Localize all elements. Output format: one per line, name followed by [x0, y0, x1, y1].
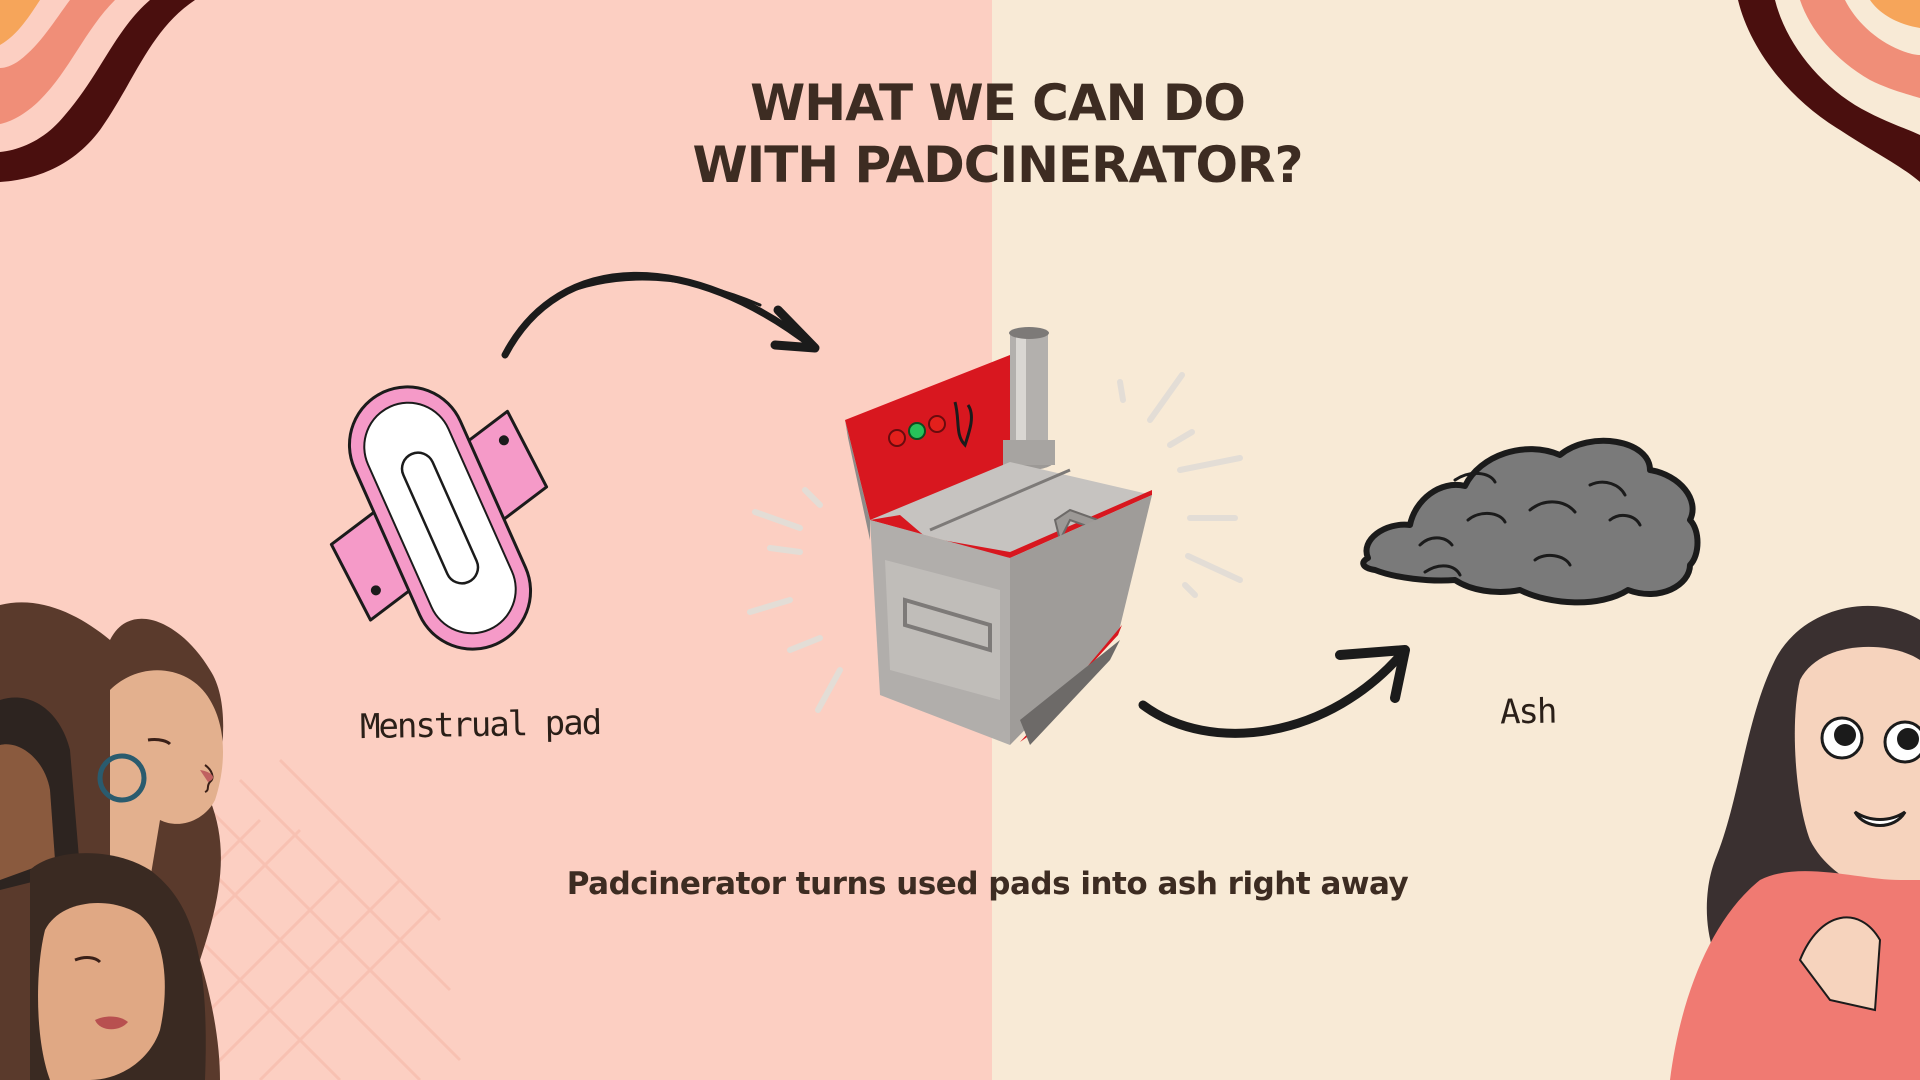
- girl-illustration: [1670, 605, 1920, 1080]
- curved-arrow-icon: [501, 271, 820, 359]
- women-illustration: [0, 602, 224, 1080]
- menstrual-pad-caption: Menstrual pad: [359, 702, 601, 748]
- menstrual-pad-icon: [329, 385, 549, 651]
- ash-caption: Ash: [1499, 691, 1556, 733]
- title-line-2: WITH PADCINERATOR?: [692, 136, 1303, 194]
- burst-lines: [747, 372, 1243, 713]
- wave-decoration-top-right: [1738, 0, 1920, 182]
- padcinerator-machine-icon: [845, 327, 1152, 745]
- subtitle: Padcinerator turns used pads into ash ri…: [566, 866, 1409, 902]
- grid-pattern: [118, 758, 462, 1080]
- wave-decoration-top-left: [0, 0, 195, 182]
- curved-arrow-icon: [1138, 645, 1410, 738]
- page-title: WHAT WE CAN DO WITH PADCINERATOR?: [0, 72, 1920, 196]
- ash-pile-icon: [1360, 437, 1701, 606]
- title-line-1: WHAT WE CAN DO: [750, 74, 1246, 132]
